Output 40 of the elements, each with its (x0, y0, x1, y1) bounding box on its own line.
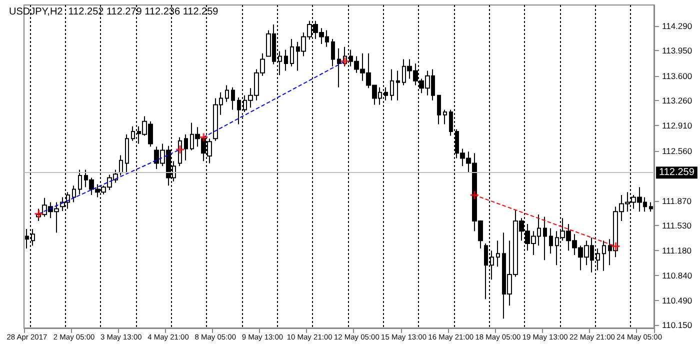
y-tick-label: 113.600 (662, 70, 692, 81)
candlestick (437, 94, 441, 125)
candlestick (337, 48, 341, 88)
candlestick (496, 240, 500, 268)
y-tick-label: 112.560 (662, 146, 692, 156)
y-tick-label: 112.910 (662, 120, 692, 131)
candlestick (78, 169, 82, 195)
ref-line-label: 112.259 (659, 167, 695, 178)
point (340, 57, 349, 66)
point (612, 242, 620, 250)
candlestick (331, 38, 335, 67)
candlestick (390, 68, 394, 101)
point (200, 133, 208, 142)
y-tick-label: 110.150 (662, 320, 692, 330)
candlestick (396, 70, 400, 101)
y-tick-label: 113.950 (662, 46, 692, 56)
candlestick (125, 134, 129, 174)
y-tick-label: 110.490 (662, 296, 692, 306)
y-tick-label: 113.260 (662, 95, 692, 106)
y-tick-label: 110.840 (662, 270, 692, 280)
candlestick (290, 38, 294, 67)
candlestick (72, 185, 76, 203)
candlestick (602, 240, 606, 272)
candlestick (231, 86, 235, 110)
candlestick (225, 84, 229, 102)
candlestick (543, 216, 547, 261)
y-tick-label: 111.530 (662, 220, 692, 230)
chart-title: USDJPY,H2 112.252 112.279 112.236 112.259 (9, 6, 219, 18)
point (176, 146, 184, 154)
candlestick (184, 134, 188, 161)
candlestick (284, 49, 288, 72)
y-tick-label: 111.180 (662, 246, 692, 256)
candlestick (443, 109, 447, 125)
candlestick (119, 154, 123, 176)
candlestick (549, 228, 553, 254)
y-tick-label: 111.870 (662, 196, 692, 206)
point (470, 191, 478, 200)
candlestick (649, 202, 653, 212)
point (34, 210, 43, 218)
y-tick-label: 114.290 (662, 20, 692, 31)
